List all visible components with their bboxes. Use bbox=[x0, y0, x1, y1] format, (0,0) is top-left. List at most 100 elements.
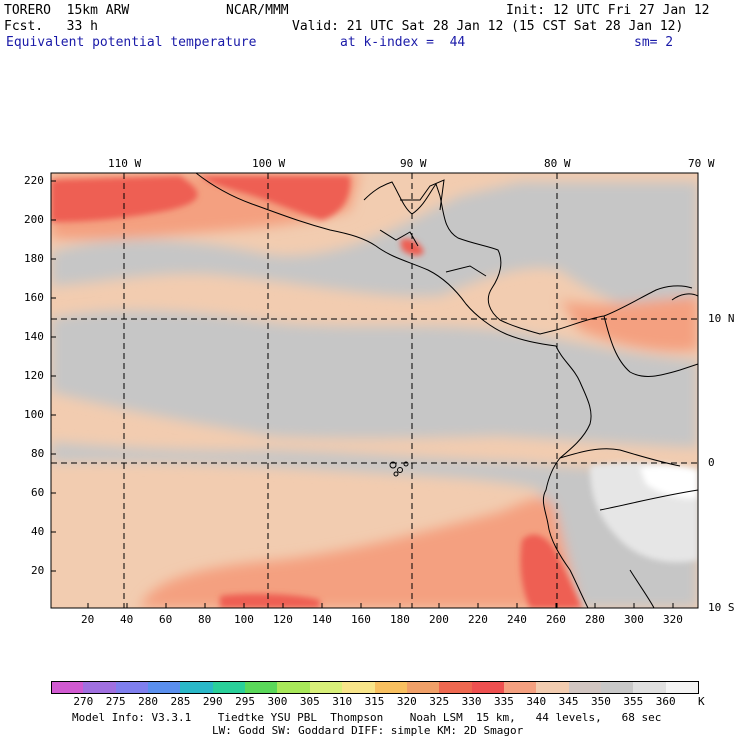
colorbar-swatch bbox=[503, 681, 537, 694]
colorbar-swatch bbox=[568, 681, 602, 694]
colorbar-swatch bbox=[600, 681, 634, 694]
shade-red-mexico bbox=[200, 176, 351, 220]
x-tick-label: 60 bbox=[159, 613, 173, 626]
x-tick-label: 20 bbox=[81, 613, 95, 626]
y-tick-label: 120 bbox=[24, 369, 44, 382]
x-tick-label: 280 bbox=[585, 613, 605, 626]
colorbar-swatch bbox=[212, 681, 246, 694]
x-tick-label: 260 bbox=[546, 613, 566, 626]
lon-label-100w: 100 W bbox=[252, 157, 286, 170]
y-tick-label: 100 bbox=[24, 408, 44, 421]
coast-yucatan bbox=[400, 179, 445, 211]
colorbar-swatch bbox=[309, 681, 343, 694]
colorbar-label: 335 bbox=[493, 695, 514, 708]
colorbar-label: 325 bbox=[429, 695, 450, 708]
model-name: TORERO 15km ARW bbox=[4, 3, 130, 18]
x-tick-label: 40 bbox=[120, 613, 134, 626]
field-shading bbox=[51, 173, 698, 608]
border-nicaragua bbox=[445, 265, 487, 277]
y-tick-label: 140 bbox=[24, 330, 44, 343]
shade-white-amazon bbox=[640, 465, 698, 499]
shade-orange-caribbean bbox=[560, 296, 698, 352]
y-tick-label: 220 bbox=[24, 174, 44, 187]
border-guatemala bbox=[379, 229, 419, 247]
coast-mexico-central-america bbox=[195, 172, 557, 347]
init-time: Init: 12 UTC Fri 27 Jan 12 bbox=[506, 3, 710, 18]
lon-label-70w: 70 W bbox=[688, 157, 715, 170]
colorbar-label: 310 bbox=[332, 695, 353, 708]
lat-lon-grid bbox=[51, 173, 698, 608]
colorbar-swatch bbox=[633, 681, 667, 694]
axis-ticks bbox=[51, 180, 674, 608]
colorbar-swatch bbox=[665, 681, 700, 694]
colorbar-swatch bbox=[471, 681, 505, 694]
colorbar-swatch bbox=[245, 681, 278, 694]
x-tick-label: 100 bbox=[234, 613, 254, 626]
lat-label-10s: 10 S bbox=[708, 601, 735, 614]
coast-caribbean-side bbox=[363, 181, 557, 335]
colorbar-swatch bbox=[439, 681, 473, 694]
coast-south-america-west bbox=[542, 345, 592, 609]
colorbar-label: 290 bbox=[202, 695, 223, 708]
shade-gray-south bbox=[51, 442, 698, 608]
colorbar-label: 345 bbox=[558, 695, 579, 708]
coastlines bbox=[195, 172, 699, 609]
border-colombia-ecuador bbox=[559, 448, 681, 467]
x-tick-label: 120 bbox=[273, 613, 293, 626]
x-tick-label: 80 bbox=[198, 613, 212, 626]
border-peru-chile bbox=[629, 569, 655, 609]
colorbar-label: 300 bbox=[267, 695, 288, 708]
x-tick-label: 160 bbox=[351, 613, 371, 626]
colorbar-label: 330 bbox=[461, 695, 482, 708]
shade-gray-north bbox=[51, 182, 698, 330]
colorbar-label: 320 bbox=[396, 695, 417, 708]
plot-frame bbox=[50, 172, 699, 609]
shade-gray-mid bbox=[51, 310, 698, 448]
lon-label-110w: 110 W bbox=[108, 157, 142, 170]
y-tick-label: 180 bbox=[24, 252, 44, 265]
colorbar-swatch bbox=[406, 681, 440, 694]
x-tick-label: 140 bbox=[312, 613, 332, 626]
x-tick-label: 240 bbox=[507, 613, 527, 626]
level-info: at k-index = 44 bbox=[340, 35, 466, 50]
x-tick-label: 200 bbox=[429, 613, 449, 626]
coast-caribbean-islands bbox=[671, 293, 699, 301]
lon-label-80w: 80 W bbox=[544, 157, 571, 170]
colorbar-label: 305 bbox=[299, 695, 320, 708]
smoothing-info: sm= 2 bbox=[634, 35, 674, 50]
colorbar-label: 280 bbox=[138, 695, 158, 708]
border-peru-brazil bbox=[599, 489, 699, 511]
y-tick-label: 200 bbox=[24, 213, 44, 226]
colorbar-swatch bbox=[536, 681, 570, 694]
galapagos-islands bbox=[389, 461, 409, 477]
colorbar-swatch bbox=[148, 681, 181, 694]
y-tick-label: 60 bbox=[31, 486, 45, 499]
colorbar-swatch bbox=[115, 681, 149, 694]
x-tick-label: 300 bbox=[624, 613, 644, 626]
lat-label-10n: 10 N bbox=[708, 312, 735, 325]
border-venezuela bbox=[603, 315, 699, 377]
y-tick-label: 160 bbox=[24, 291, 44, 304]
colorbar-label: 295 bbox=[235, 695, 256, 708]
x-tick-label: 320 bbox=[663, 613, 683, 626]
colorbar-label: 355 bbox=[623, 695, 644, 708]
x-tick-label: 220 bbox=[468, 613, 488, 626]
x-tick-label: 180 bbox=[390, 613, 410, 626]
colorbar-swatch bbox=[180, 681, 214, 694]
colorbar-label: 360 bbox=[655, 695, 676, 708]
colorbar-label: 350 bbox=[591, 695, 611, 708]
colorbar-unit: K bbox=[698, 695, 705, 708]
shade-red-peru bbox=[520, 534, 582, 608]
physics-info: LW: Godd SW: Goddard DIFF: simple KM: 2D… bbox=[212, 724, 524, 737]
coast-south-america-north bbox=[555, 285, 693, 331]
center-name: NCAR/MMM bbox=[226, 3, 289, 18]
colorbar-label: 315 bbox=[364, 695, 385, 708]
shade-orange-sw bbox=[140, 498, 580, 608]
colorbar-swatch bbox=[51, 681, 85, 694]
valid-time: Valid: 21 UTC Sat 28 Jan 12 (15 CST Sat … bbox=[292, 19, 684, 34]
colorbar-label: 275 bbox=[105, 695, 126, 708]
shade-red-south bbox=[220, 593, 320, 608]
lon-label-90w: 90 W bbox=[400, 157, 427, 170]
model-info: Model Info: V3.3.1 Tiedtke YSU PBL Thomp… bbox=[72, 711, 662, 724]
